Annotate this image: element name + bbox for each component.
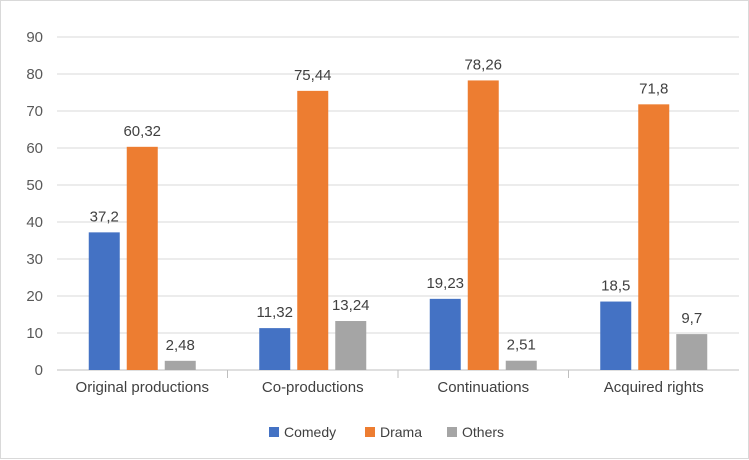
y-tick-label: 60	[26, 140, 43, 157]
data-label: 11,32	[257, 304, 293, 321]
legend-swatch-comedy	[269, 427, 279, 437]
bar-drama	[126, 146, 158, 370]
bar-drama	[467, 80, 499, 371]
bar-comedy	[259, 328, 291, 370]
x-category-label: Continuations	[437, 379, 529, 396]
bar-others	[335, 321, 367, 370]
data-label: 60,32	[123, 123, 161, 140]
y-tick-label: 80	[26, 66, 43, 83]
data-label: 75,44	[294, 67, 332, 84]
legend-label: Drama	[380, 424, 422, 440]
y-tick-label: 90	[26, 29, 43, 46]
data-label: 18,5	[601, 278, 630, 295]
bar-others	[676, 334, 708, 370]
bar-comedy	[600, 301, 632, 370]
y-tick-label: 40	[26, 214, 43, 231]
y-tick-label: 50	[26, 177, 43, 194]
data-label: 37,2	[90, 208, 119, 225]
x-category-label: Original productions	[76, 379, 209, 396]
data-label: 2,48	[166, 337, 195, 354]
data-label: 13,24	[332, 297, 370, 314]
y-tick-label: 30	[26, 251, 43, 268]
y-tick-label: 70	[26, 103, 43, 120]
x-category-label: Co-productions	[262, 379, 364, 396]
data-label: 19,23	[426, 275, 464, 292]
bar-others	[164, 360, 196, 370]
bar-drama	[297, 90, 329, 370]
legend-swatch-others	[447, 427, 457, 437]
legend-swatch-drama	[365, 427, 375, 437]
y-tick-label: 10	[26, 325, 43, 342]
bar-comedy	[429, 298, 461, 370]
data-label: 78,26	[464, 56, 502, 73]
data-label: 2,51	[507, 337, 536, 354]
x-category-label: Acquired rights	[604, 379, 704, 396]
legend-label: Comedy	[284, 424, 336, 440]
data-label: 71,8	[639, 80, 668, 97]
bar-others	[505, 360, 537, 370]
bar-comedy	[88, 232, 120, 370]
bar-drama	[638, 104, 670, 370]
data-label: 9,7	[681, 310, 702, 327]
legend-label: Others	[462, 424, 504, 440]
y-tick-label: 20	[26, 288, 43, 305]
y-tick-label: 0	[35, 362, 43, 379]
